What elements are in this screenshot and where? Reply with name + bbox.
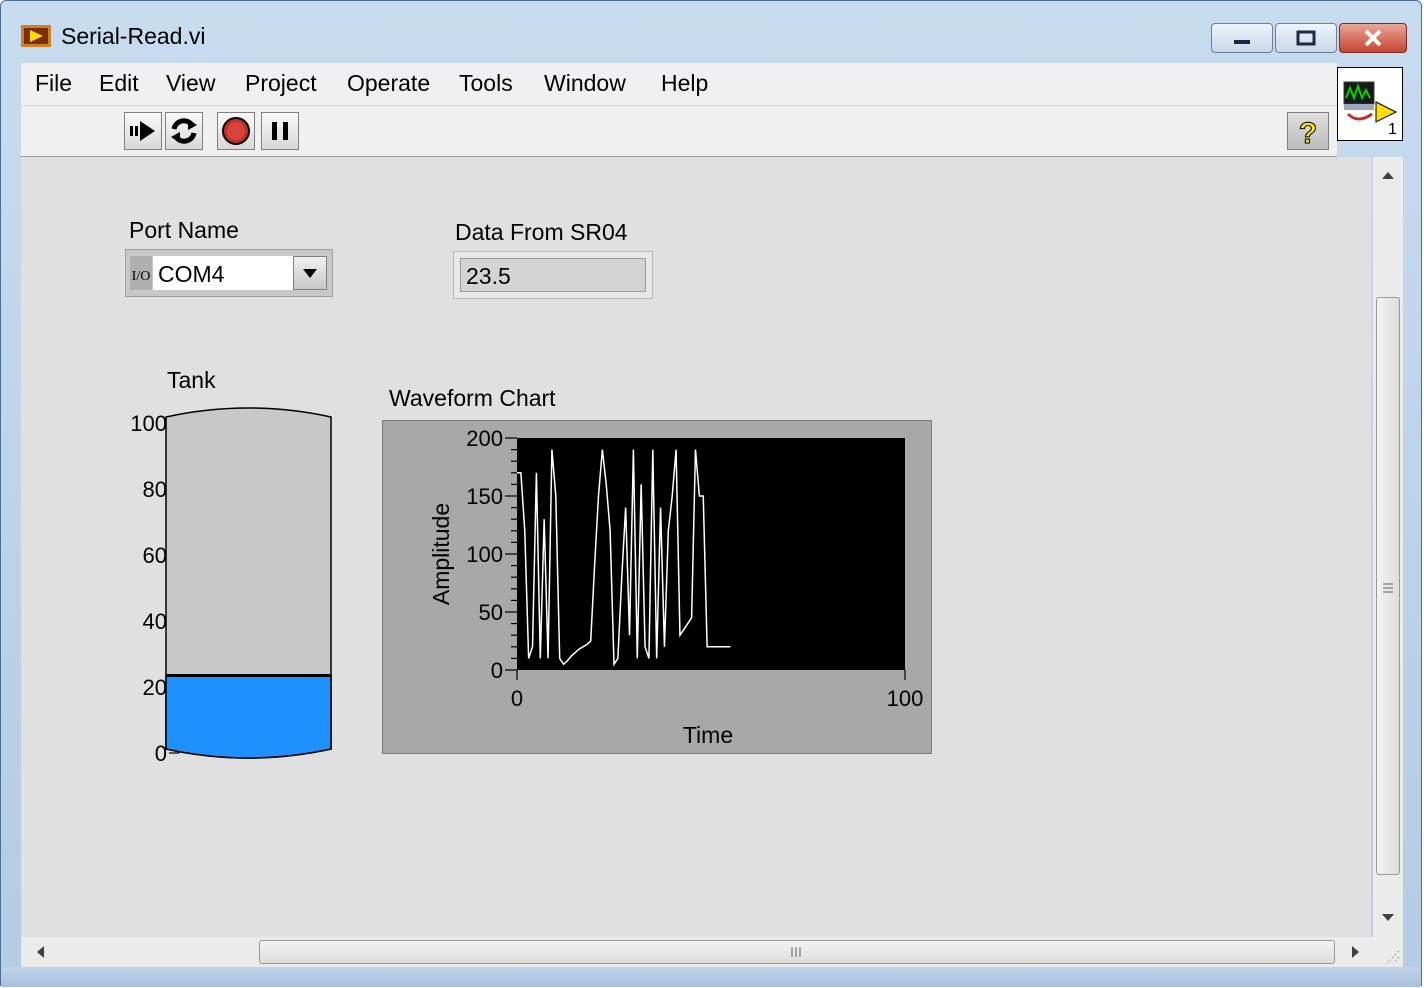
vi-waveform-icon: 1	[1343, 81, 1398, 138]
data-from-sr04-label: Data From SR04	[455, 219, 628, 245]
y-tick-label: 150	[466, 484, 503, 509]
labview-vi-icon	[21, 25, 51, 47]
menu-operate[interactable]: Operate	[347, 70, 431, 96]
vertical-scrollbar[interactable]	[1373, 157, 1403, 937]
scroll-right-arrow-icon[interactable]	[1341, 937, 1371, 967]
menu-view[interactable]: View	[166, 70, 216, 96]
tank-indicator: 0 20 40 60 80 100	[130, 407, 332, 766]
scroll-up-arrow-icon[interactable]	[1373, 159, 1403, 189]
vertical-scroll-thumb[interactable]	[1376, 297, 1400, 875]
tank-tick-label: 20	[143, 675, 167, 700]
x-tick-label: 100	[887, 686, 924, 711]
chart-title: Waveform Chart	[389, 385, 556, 411]
grip-icon	[1383, 583, 1393, 593]
menu-project[interactable]: Project	[245, 70, 317, 96]
resize-grip[interactable]	[1373, 937, 1403, 967]
port-name-field[interactable]: COM4	[153, 256, 293, 290]
x-tick-label: 0	[511, 686, 523, 711]
run-continuously-icon	[171, 118, 197, 144]
menu-file[interactable]: File	[35, 70, 73, 96]
x-axis-label: Time	[683, 722, 733, 748]
run-arrow-icon	[130, 121, 155, 141]
pause-icon	[272, 122, 288, 140]
horizontal-scroll-thumb[interactable]	[259, 940, 1335, 964]
tank-tick-label: 40	[143, 609, 167, 634]
help-question-icon: ?	[1298, 117, 1317, 151]
menu-help[interactable]: Help	[661, 70, 709, 96]
series-line	[517, 449, 731, 667]
port-name-label: Port Name	[129, 217, 239, 243]
horizontal-scrollbar[interactable]	[21, 937, 1373, 967]
close-icon	[1364, 29, 1382, 47]
y-tick-label: 0	[491, 658, 503, 683]
chevron-down-icon	[303, 269, 317, 278]
window-title: Serial-Read.vi	[61, 23, 206, 49]
abort-execution-button[interactable]	[217, 112, 255, 150]
port-name-control[interactable]: I/O COM4	[125, 249, 333, 297]
scroll-left-arrow-icon[interactable]	[25, 937, 55, 967]
title-bar[interactable]: Serial-Read.vi	[1, 1, 1421, 63]
tank-tick-label: 80	[143, 477, 167, 502]
y-tick-label: 50	[479, 600, 503, 625]
grip-icon	[791, 947, 801, 957]
pause-button[interactable]	[261, 112, 299, 150]
tank-fill-level	[165, 674, 332, 759]
vi-connector-icon[interactable]: 1	[1337, 67, 1403, 141]
run-button[interactable]	[124, 112, 162, 150]
maximize-icon	[1296, 30, 1316, 46]
menu-edit[interactable]: Edit	[99, 70, 139, 96]
svg-text:I/O: I/O	[132, 269, 151, 284]
io-name-icon: I/O	[130, 256, 152, 290]
tank-label: Tank	[167, 367, 216, 393]
tank-tick-label: 100	[130, 411, 167, 436]
run-continuously-button[interactable]	[165, 112, 203, 150]
front-panel: Port Name I/O COM4 Data From SR04 23.5 T…	[21, 157, 1371, 937]
maximize-button[interactable]	[1275, 23, 1337, 53]
resize-grip-icon	[1386, 950, 1400, 964]
context-help-button[interactable]: ?	[1287, 112, 1329, 151]
abort-execution-icon	[222, 117, 250, 145]
scroll-down-arrow-icon[interactable]	[1373, 903, 1403, 933]
y-axis-label: Amplitude	[428, 503, 454, 605]
menu-bar: File Edit View Project Operate Tools Win…	[21, 63, 1337, 106]
minimize-icon	[1234, 40, 1250, 44]
data-from-sr04-value: 23.5	[466, 263, 511, 289]
y-tick-label: 200	[466, 426, 503, 451]
data-from-sr04-indicator: 23.5	[453, 251, 653, 299]
port-name-value: COM4	[158, 261, 225, 287]
close-button[interactable]	[1339, 23, 1407, 53]
menu-tools[interactable]: Tools	[459, 70, 513, 96]
svg-text:1: 1	[1388, 121, 1397, 138]
waveform-chart: 0 50 100 150 200 0 100 Amplitude Time	[382, 420, 932, 754]
y-tick-label: 100	[466, 542, 503, 567]
window-bottom-border	[1, 967, 1421, 987]
toolbar: ?	[21, 106, 1337, 157]
tank-tick-label: 60	[143, 543, 167, 568]
port-name-dropdown-button[interactable]	[293, 256, 327, 290]
plot-area	[517, 438, 905, 670]
tank-tick-label: 0	[155, 741, 167, 766]
minimize-button[interactable]	[1211, 23, 1273, 53]
svg-text:?: ?	[1299, 117, 1317, 149]
menu-window[interactable]: Window	[544, 70, 626, 96]
